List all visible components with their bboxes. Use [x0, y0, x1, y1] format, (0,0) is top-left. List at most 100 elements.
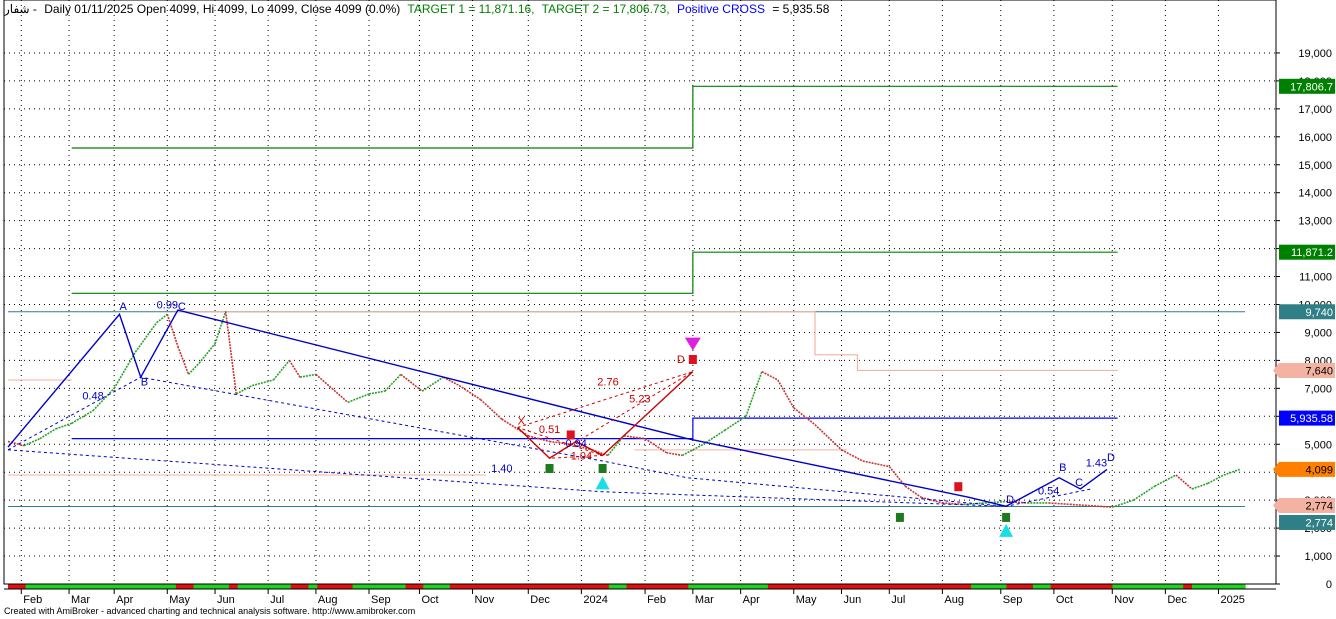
price-segment: [347, 393, 370, 404]
trend-ribbon-segment: [1112, 584, 1122, 589]
price-segment: [1112, 499, 1134, 508]
trend-ribbon-segment: [34, 584, 44, 589]
pattern-label: X: [518, 416, 526, 428]
trend-ribbon-segment: [432, 584, 442, 589]
level-label: 7,640: [1273, 362, 1335, 378]
trend-ribbon-segment: [352, 584, 363, 589]
price-segment: [92, 387, 115, 412]
pattern-line: [7, 376, 1092, 507]
trend-ribbon-segment: [78, 584, 89, 589]
price-segment: [1006, 500, 1028, 504]
trend-ribbon-segment: [935, 584, 946, 589]
trend-ribbon-segment: [599, 584, 610, 589]
trend-ribbon-segment: [812, 584, 822, 589]
x-tick-label: Apr: [743, 594, 760, 606]
level-label-text: 4,099: [1305, 464, 1333, 476]
trend-ribbon-segment: [670, 584, 681, 589]
trend-ribbon-segment: [794, 584, 804, 589]
price-segment: [1191, 482, 1209, 490]
trend-ribbon-segment: [122, 584, 133, 589]
trend-ribbon-segment: [1236, 584, 1246, 589]
trend-ribbon-segment: [317, 584, 327, 589]
x-tick-label: Feb: [23, 594, 42, 606]
x-tick-label: Oct: [1056, 594, 1073, 606]
level-label-box: [1279, 78, 1335, 94]
target2-label: TARGET 2 = 17,806.73,: [541, 2, 670, 16]
trend-ribbon-segment: [865, 584, 875, 589]
x-tick-label: Sep: [1003, 594, 1023, 606]
pattern-label: 0.94: [565, 438, 586, 450]
trend-ribbon-segment: [414, 584, 424, 589]
price-segment: [479, 398, 503, 420]
price-segment: [1133, 485, 1156, 501]
price-segment: [761, 370, 779, 381]
trend-ribbon-segment: [184, 584, 195, 589]
trend-ribbon-segment: [387, 584, 398, 589]
x-tick-label: May: [169, 594, 190, 606]
pattern-label: B: [1059, 462, 1066, 474]
price-segment: [501, 418, 529, 437]
trend-ribbon-segment: [1015, 584, 1025, 589]
trend-ribbon-segment: [1050, 584, 1061, 589]
level-label: 11,871.2: [1279, 244, 1335, 260]
price-segment: [177, 346, 190, 375]
trend-ribbon-segment: [979, 584, 990, 589]
trend-ribbon-segment: [43, 584, 53, 589]
trend-ribbon-segment: [759, 584, 769, 589]
pattern-label: 1.40: [491, 463, 512, 475]
x-tick-label: 2024: [583, 594, 607, 606]
level-label-text: 17,806.7: [1290, 81, 1333, 93]
trend-ribbon-segment: [167, 584, 177, 589]
signal-label: Positive CROSS: [676, 2, 765, 16]
price-segment: [252, 379, 274, 387]
x-tick-label: Sep: [371, 594, 391, 606]
trend-ribbon-segment: [493, 584, 504, 589]
trend-ribbon-segment: [61, 584, 71, 589]
pattern-line: [517, 371, 694, 460]
pattern-label: C: [1075, 477, 1083, 489]
level-label: 2,774: [1279, 514, 1335, 530]
trend-ribbon-segment: [838, 584, 848, 589]
trend-ribbon-segment: [1032, 584, 1043, 589]
trend-ribbon-segment: [1121, 584, 1131, 589]
price-segment: [777, 379, 795, 409]
trend-ribbon-segment: [105, 584, 115, 589]
pattern-line: [517, 371, 694, 459]
trend-ribbon-segment: [1147, 584, 1158, 589]
trend-ribbon-segment: [679, 584, 689, 589]
level-label: 5,935.58: [1279, 410, 1335, 426]
x-tick-label: Jul: [270, 594, 284, 606]
sell-signal-marker: [954, 482, 963, 492]
price-segment: [384, 373, 402, 392]
price-segment: [214, 311, 227, 344]
price-segment: [666, 451, 683, 457]
trend-ribbon-segment: [971, 584, 981, 589]
trend-ribbon-segment: [1024, 584, 1034, 589]
trend-ribbon-segment: [953, 584, 963, 589]
trend-ribbon-segment: [281, 584, 292, 589]
price-segment: [920, 496, 943, 504]
level-label-text: 2,774: [1305, 517, 1333, 529]
trend-ribbon-segment: [732, 584, 742, 589]
trend-ribbon-segment: [96, 584, 106, 589]
level-label-text: 9,740: [1305, 307, 1333, 319]
level-label: 9,740: [1279, 304, 1335, 320]
trend-ribbon-segment: [644, 584, 654, 589]
pattern-label: 0.99: [157, 300, 178, 312]
y-tick-label: 13,000: [1298, 216, 1332, 228]
trend-ribbon-segment: [785, 584, 795, 589]
axes: 01,0002,0003,0004,0005,0006,0007,0008,00…: [3, 0, 1335, 606]
pattern-label: 5.23: [629, 393, 650, 405]
trend-ribbon-segment: [591, 584, 601, 589]
pattern-label: D: [1006, 494, 1014, 506]
trend-ribbon-segment: [1085, 584, 1096, 589]
trend-ribbon-segment: [1156, 584, 1167, 589]
trend-ribbon-segment: [529, 584, 539, 589]
trend-ribbon-segment: [502, 584, 513, 589]
trend-ribbon-segment: [1059, 584, 1069, 589]
trend-ribbon-segment: [776, 584, 787, 589]
x-tick-label: Jul: [891, 594, 905, 606]
x-tick-label: Apr: [116, 594, 133, 606]
trend-ribbon-segment: [555, 584, 566, 589]
level-label-box: [1279, 244, 1335, 260]
